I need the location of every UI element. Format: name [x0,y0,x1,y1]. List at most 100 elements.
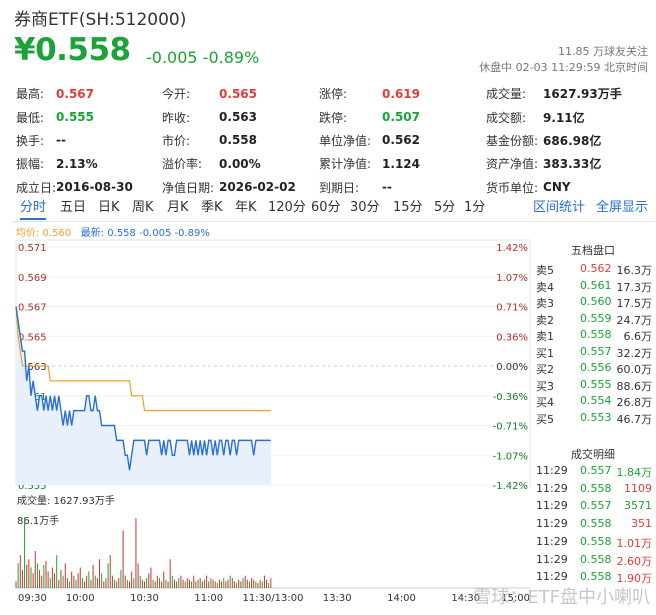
tab-12[interactable]: 1分 [464,200,486,215]
trade-time: 11:29 [536,534,568,548]
tab-2[interactable]: 日K [98,200,120,215]
chart-legend: 均价: 0.560 最新: 0.558 -0.005 -0.89% [16,224,210,239]
trade-volume: 1109 [624,481,652,495]
quote-value: 0.558 [219,133,258,148]
y-tick-label: 0.567 [18,303,47,314]
tab-3[interactable]: 周K [132,200,154,215]
ob-side-label: 买3 [536,379,554,393]
quote-label: 净值日期: [162,180,215,195]
ob-side-label: 卖5 [536,264,554,277]
volume-max-label: 86.1万手 [17,514,59,527]
ob-side-label: 买1 [536,346,554,360]
ob-volume: 17.3万 [616,280,653,294]
y-tick-label: 0.563 [18,362,47,373]
ob-volume: 46.7万 [616,412,653,426]
tab-10[interactable]: 15分 [393,200,423,215]
trade-time: 11:29 [536,464,568,477]
quote-label: 单位净值: [319,133,372,148]
trade-volume: 1.01万 [616,536,653,550]
quote-label: 累计净值: [319,157,372,172]
ob-price: 0.556 [580,361,612,374]
quote-label: 到期日: [319,180,360,195]
trade-row: 11:29 0.558 1109 [532,482,654,499]
quote-label: 振幅: [16,157,45,172]
x-tick-label: 11:00 [194,593,223,604]
ob-side-label: 买5 [536,412,554,426]
quote-label: 货币单位: [486,180,539,195]
legend-latest: 最新: 0.558 -0.005 -0.89% [80,228,210,239]
trade-time: 11:29 [536,481,568,495]
order-book-row: 卖5 0.562 16.3万 [532,262,654,278]
tabs-divider [12,221,654,222]
quote-row: 最低: 0.555 昨收: 0.563 跌停: 0.507 成交额: 9.11亿 [16,105,622,128]
quote-label: 最高: [16,87,45,102]
tab-4[interactable]: 月K [167,200,189,215]
ob-price: 0.553 [580,410,612,424]
y-tick-label-right: 0.71% [496,303,528,314]
tab-8[interactable]: 60分 [311,200,341,215]
ob-price: 0.560 [580,295,612,308]
tab-7[interactable]: 120分 [268,200,306,215]
y-tick-label-right: -0.36% [493,392,528,403]
trade-price: 0.557 [580,464,612,477]
tab-5[interactable]: 季K [201,200,223,215]
trade-price: 0.558 [580,570,612,584]
order-book-row: 卖4 0.561 17.3万 [532,279,654,295]
y-tick-label-right: -1.42% [493,481,528,492]
quote-value: 0.563 [219,110,258,125]
trade-volume: 351 [631,517,652,531]
trades-title: 成交明细 [571,448,615,461]
quote-label: 溢价率: [162,157,203,172]
quote-value: 0.507 [382,110,421,125]
ob-side-label: 卖1 [536,330,554,343]
fullscreen-link[interactable]: 全屏显示 [596,200,649,215]
x-tick-label: 11:30/13:00 [242,593,303,604]
y-tick-label-right: 0.36% [496,332,528,343]
quote-value: 2016-08-30 [56,180,133,195]
y-tick-label-right: 0.00% [496,362,528,373]
quote-label: 涨停: [319,87,348,102]
quote-value: -- [382,180,393,195]
tab-9[interactable]: 30分 [350,200,380,215]
range-stats-link[interactable]: 区间统计 [533,200,586,215]
ob-price: 0.555 [580,377,612,391]
trade-volume: 2.60万 [616,554,653,568]
trade-volume: 1.84万 [616,466,653,479]
quote-table: 最高: 0.567 今开: 0.565 涨停: 0.619 成交量: 1627.93万手 最低:… [16,82,622,199]
ob-price: 0.561 [580,278,612,292]
y-tick-label: 0.571 [18,243,47,254]
order-book-row: 买4 0.554 26.8万 [532,394,654,410]
ob-side-label: 买2 [536,363,554,376]
price-change: -0.005 -0.89% [146,48,260,67]
ob-price: 0.557 [580,344,612,358]
quote-label: 市价: [162,133,191,148]
legend-avg: 均价: 0.560 [16,228,72,239]
tab-11[interactable]: 5分 [434,200,456,215]
order-book-row: 卖2 0.559 24.7万 [532,312,654,328]
y-tick-label-right: -1.07% [493,451,528,462]
x-tick-label: 14:00 [387,593,416,604]
period-tabs: 分时 五日 日K 周K 月K 季K 年K 120分 60分 30分 15分 5分 1分 区间统计 全屏显示 [14,198,654,220]
order-book-row: 卖3 0.560 17.5万 [532,295,654,311]
ob-volume: 32.2万 [616,346,653,360]
trade-volume: 1.90万 [616,572,653,586]
quote-value: 2026-02-02 [219,180,296,195]
tab-1[interactable]: 五日 [60,200,87,215]
quote-row: 振幅: 2.13% 溢价率: 0.00% 累计净值: 1.124 资产净值: 383.33亿 [16,152,622,175]
quote-value: 0.555 [56,110,95,125]
order-book-row: 卖1 0.558 6.6万 [532,328,654,344]
quote-label: 成交量: [486,87,527,102]
y-tick-label-right: 1.42% [496,243,528,254]
trade-row: 11:29 0.557 3571 [532,499,654,516]
quote-label: 资产净值: [486,157,539,172]
tab-0[interactable]: 分时 [20,198,47,220]
followers-count[interactable]: 11.85 万球友关注 [558,45,648,58]
trade-row: 11:29 0.558 1.01万 [532,535,654,552]
ob-side-label: 卖3 [536,297,554,310]
tab-6[interactable]: 年K [235,200,257,215]
quote-value: 1.124 [382,156,421,171]
x-tick-label: 10:30 [130,593,159,604]
trade-row: 11:29 0.558 351 [532,517,654,534]
trade-row: 11:29 0.558 1.90万 [532,570,654,587]
